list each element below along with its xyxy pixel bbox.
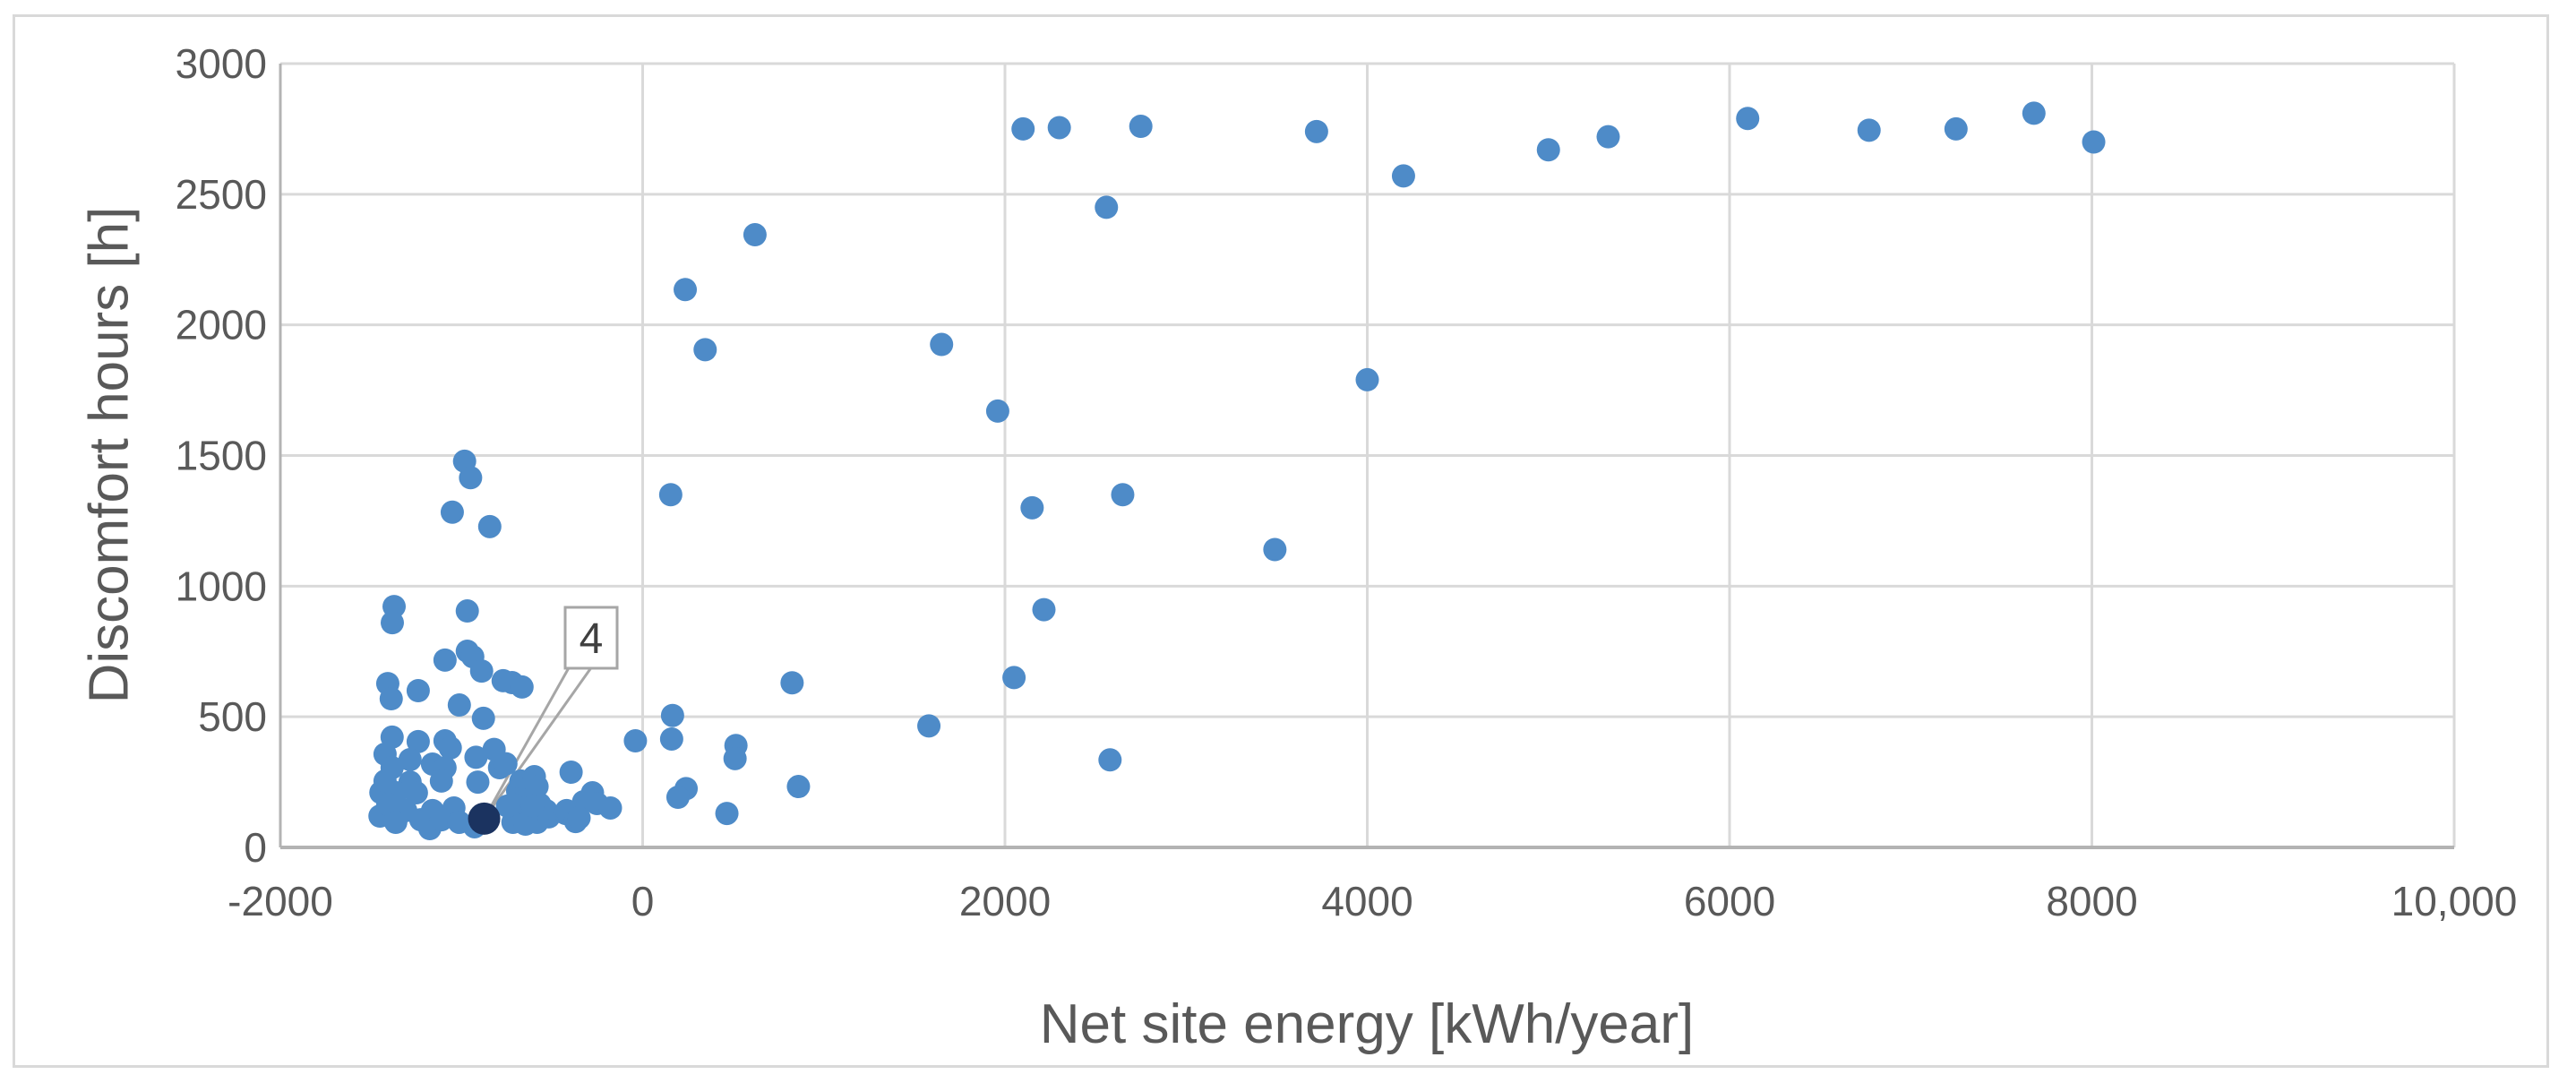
y-axis-title: Discomfort hours [h] <box>78 206 141 704</box>
data-point <box>559 761 583 784</box>
data-point <box>985 399 1009 423</box>
x-tick-label: 6000 <box>1684 878 1775 924</box>
y-tick-label: 500 <box>198 693 267 740</box>
y-tick-label: 3000 <box>176 40 267 87</box>
data-point <box>1263 537 1287 562</box>
data-point <box>464 745 488 769</box>
data-point <box>379 687 403 711</box>
x-tick-label: -2000 <box>228 878 333 924</box>
y-tick-label: 1500 <box>176 433 267 479</box>
x-tick-label: 4000 <box>1321 878 1413 924</box>
data-point <box>1032 597 1056 622</box>
callout-leader-line <box>483 664 572 820</box>
y-tick-label: 0 <box>244 824 267 871</box>
data-point <box>743 223 767 247</box>
x-tick-label: 10,000 <box>2391 878 2518 924</box>
data-point <box>674 278 698 302</box>
data-point <box>380 611 404 635</box>
data-point <box>438 735 462 760</box>
data-point <box>429 808 453 832</box>
data-point <box>660 703 684 727</box>
data-point <box>375 792 399 816</box>
data-point <box>520 794 545 818</box>
data-point <box>1736 107 1760 131</box>
data-point <box>1391 164 1415 188</box>
data-point <box>447 693 471 718</box>
data-point <box>433 648 457 672</box>
callout-leader-line <box>483 666 594 820</box>
data-point <box>1355 367 1379 391</box>
data-point <box>471 706 495 730</box>
data-point <box>1857 118 1881 142</box>
data-point <box>659 726 683 751</box>
annotation-label: 4 <box>580 615 604 663</box>
data-point <box>455 599 479 623</box>
x-tick-label: 8000 <box>2046 878 2137 924</box>
data-point <box>1111 483 1135 507</box>
data-point <box>406 679 430 702</box>
data-point <box>598 795 623 820</box>
data-point <box>658 483 683 507</box>
annotation-callout-box <box>563 606 619 670</box>
data-point <box>466 770 490 795</box>
data-point <box>1304 119 1328 143</box>
data-point <box>1536 138 1560 162</box>
y-tick-label: 2500 <box>176 171 267 218</box>
data-point <box>917 714 941 738</box>
data-point <box>1129 115 1153 138</box>
data-point <box>1095 195 1119 219</box>
x-tick-label: 2000 <box>959 878 1051 924</box>
data-point <box>459 466 483 490</box>
x-tick-label: 0 <box>631 878 655 924</box>
y-tick-label: 2000 <box>176 302 267 348</box>
data-point <box>1020 495 1044 520</box>
data-point <box>440 500 464 524</box>
data-point <box>2082 130 2106 154</box>
y-tick-label: 1000 <box>176 563 267 609</box>
x-axis-title: Net site energy [kWh/year] <box>1039 993 1695 1055</box>
data-point <box>495 794 519 818</box>
data-point <box>383 811 408 834</box>
data-point <box>786 775 811 799</box>
data-point <box>693 338 717 362</box>
data-point <box>404 781 428 805</box>
data-point <box>406 729 430 753</box>
data-point <box>1002 666 1026 690</box>
data-point <box>477 514 502 538</box>
data-point <box>429 769 453 793</box>
data-point <box>1098 748 1122 772</box>
data-point <box>469 659 494 683</box>
data-point <box>525 775 549 799</box>
data-point <box>494 752 518 776</box>
data-point <box>2022 101 2046 125</box>
data-point <box>1596 125 1620 149</box>
data-point <box>1011 116 1035 141</box>
data-point <box>567 806 591 830</box>
data-point <box>510 675 534 699</box>
data-point <box>665 786 690 809</box>
data-point <box>930 332 954 357</box>
data-point <box>623 729 648 752</box>
data-point <box>780 671 804 695</box>
data-point <box>1944 116 1968 141</box>
highlighted-data-point <box>468 802 501 835</box>
data-point <box>1047 116 1071 140</box>
data-point <box>398 748 422 771</box>
data-point <box>723 746 747 770</box>
data-point <box>715 802 739 826</box>
